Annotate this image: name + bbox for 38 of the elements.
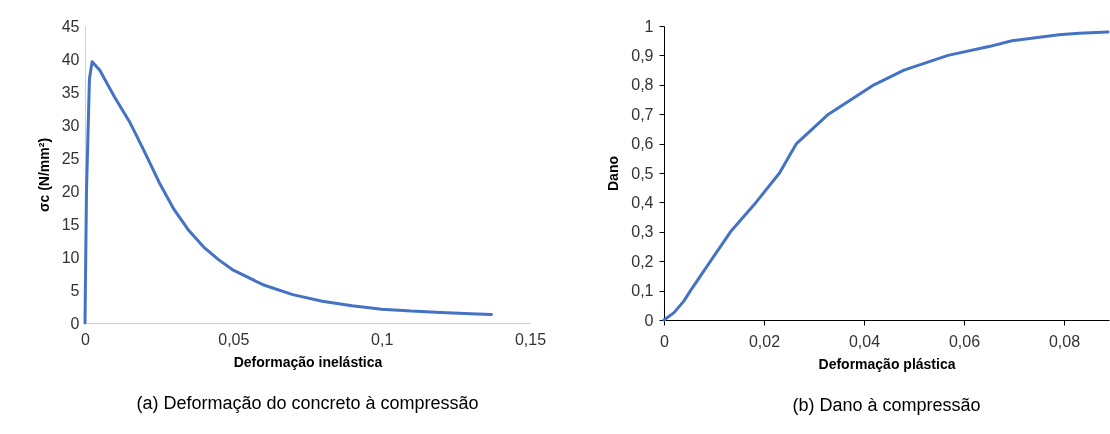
x-tick-label: 0,08 (1048, 332, 1081, 350)
y-tick-label: 0,7 (631, 105, 654, 123)
y-tick-label: 20 (61, 182, 80, 200)
x-axis-title: Deformação plástica (818, 355, 956, 372)
line-series (83, 60, 493, 325)
x-tick-label: 0,04 (848, 332, 881, 350)
x-tick-label: 0 (660, 332, 670, 350)
y-tick-label: 5 (70, 281, 80, 299)
y-axis-title: Dano (605, 156, 622, 191)
x-tick-label: 0 (81, 330, 91, 348)
y-tick-label: 0 (644, 311, 654, 329)
text: (b) Dano à compressão (792, 395, 981, 415)
y-tick-label: 0,9 (631, 46, 654, 64)
y-tick-label: 35 (61, 83, 80, 101)
x-tick-label: 0,05 (218, 330, 250, 348)
line-series (662, 30, 1110, 322)
y-tick-label: 45 (61, 17, 80, 35)
y-tick-label: 1 (644, 17, 654, 35)
x-tick-label: 0,1 (371, 330, 394, 348)
x-tick-label: 0,02 (748, 332, 781, 350)
text: (a) Deformação do concreto à compressão (136, 393, 479, 413)
y-tick-label: 0,5 (631, 164, 654, 182)
y-tick-label: 10 (61, 248, 80, 266)
y-tick-label: 25 (61, 149, 80, 167)
y-tick-label: 0,6 (631, 135, 654, 153)
y-axis-title: σc (N/mm²) (35, 137, 52, 213)
x-axis-title: Deformação inelástica (233, 353, 383, 370)
y-tick-label: 0 (70, 314, 80, 332)
y-tick-label: 40 (61, 50, 80, 68)
x-tick-label: 0,15 (514, 330, 547, 348)
y-tick-label: 0,1 (631, 282, 654, 300)
y-tick-label: 15 (61, 215, 80, 233)
y-tick-label: 0,8 (631, 76, 654, 94)
y-tick-label: 30 (61, 116, 80, 134)
x-tick-label: 0,06 (948, 332, 981, 350)
y-tick-label: 0,4 (631, 193, 654, 211)
y-tick-label: 0,2 (631, 252, 654, 270)
y-tick-label: 0,3 (631, 223, 654, 241)
